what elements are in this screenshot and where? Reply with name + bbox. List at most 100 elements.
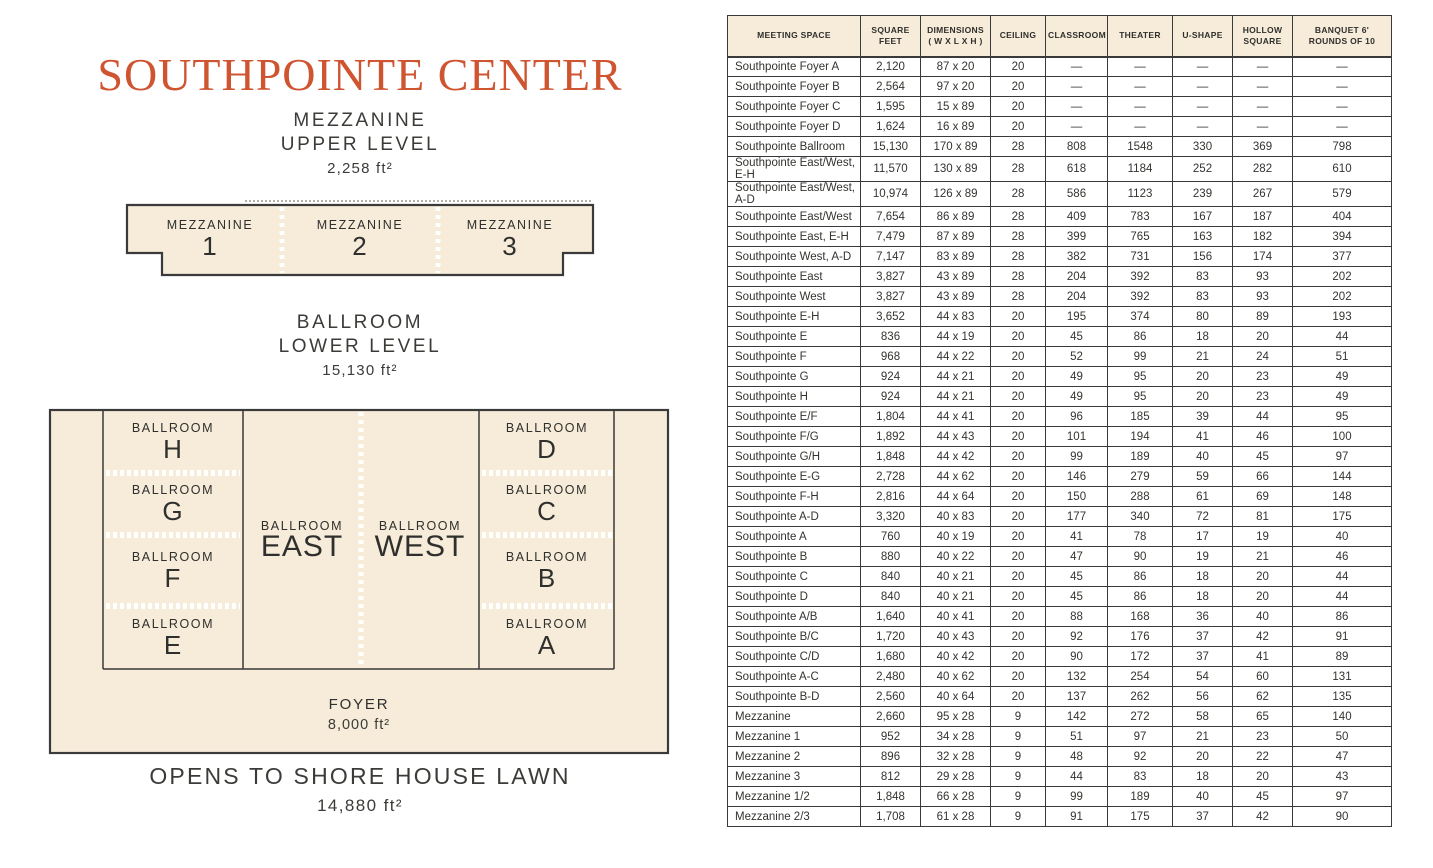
table-cell: 282: [1232, 156, 1293, 182]
table-cell: 252: [1172, 156, 1233, 182]
meeting-space-cell: Southpointe D: [727, 586, 861, 607]
table-cell: 28: [990, 156, 1046, 182]
table-cell: 40: [1172, 786, 1233, 807]
room-ballroom-h: BALLROOM H: [104, 410, 242, 473]
table-cell: —: [1292, 116, 1392, 137]
meeting-space-cell: Southpointe C/D: [727, 646, 861, 667]
table-cell: 39: [1172, 406, 1233, 427]
table-cell: 83 x 89: [920, 246, 991, 267]
table-cell: 3,827: [860, 286, 921, 307]
meeting-space-cell: Mezzanine 3: [727, 766, 861, 787]
table-cell: —: [1232, 56, 1293, 77]
table-cell: 20: [1232, 566, 1293, 587]
table-cell: 394: [1292, 226, 1392, 247]
room-label: MEZZANINE: [466, 218, 554, 232]
table-cell: 369: [1232, 136, 1293, 157]
table-cell: 1,624: [860, 116, 921, 137]
table-cell: 18: [1172, 586, 1233, 607]
table-cell: 40 x 83: [920, 506, 991, 527]
table-cell: 2,816: [860, 486, 921, 507]
table-cell: 72: [1172, 506, 1233, 527]
meeting-space-cell: Southpointe G: [727, 366, 861, 387]
meeting-space-cell: Southpointe F: [727, 346, 861, 367]
table-cell: 20: [990, 366, 1046, 387]
meeting-space-cell: Southpointe E-G: [727, 466, 861, 487]
table-cell: 177: [1045, 506, 1108, 527]
table-row: Southpointe B-D 2,560 40 x 64 20 137 262 56 62 1…: [727, 686, 1392, 707]
table-cell: 91: [1292, 626, 1392, 647]
table-cell: 37: [1172, 646, 1233, 667]
meeting-space-cell: Southpointe Ballroom: [727, 136, 861, 157]
table-cell: 20: [990, 346, 1046, 367]
table-cell: 49: [1292, 386, 1392, 407]
table-cell: 137: [1045, 686, 1108, 707]
table-cell: 924: [860, 386, 921, 407]
column-header: U-SHAPE: [1172, 15, 1233, 58]
table-cell: 1,720: [860, 626, 921, 647]
table-cell: 87 x 89: [920, 226, 991, 247]
table-cell: 40 x 42: [920, 646, 991, 667]
table-row: Southpointe B 880 40 x 22 20 47 90 19 21 46: [727, 546, 1392, 567]
table-row: Southpointe F 968 44 x 22 20 52 99 21 24 51: [727, 346, 1392, 367]
table-header: MEETING SPACE SQUARE FEET DIMENSIONS ( W X…: [727, 15, 1392, 58]
table-cell: 60: [1232, 666, 1293, 687]
capacity-table: MEETING SPACE SQUARE FEET DIMENSIONS ( W X…: [727, 15, 1392, 827]
room-letter: A: [537, 629, 557, 660]
table-cell: 392: [1107, 286, 1173, 307]
table-cell: 19: [1172, 546, 1233, 567]
table-cell: 61 x 28: [920, 806, 991, 827]
room-ballroom-c: BALLROOM C: [480, 473, 614, 535]
table-cell: 90: [1045, 646, 1108, 667]
table-cell: 44 x 42: [920, 446, 991, 467]
meeting-space-cell: Southpointe C: [727, 566, 861, 587]
table-cell: —: [1107, 116, 1173, 137]
column-header: HOLLOW SQUARE: [1232, 15, 1293, 58]
table-cell: 174: [1232, 246, 1293, 267]
table-cell: 83: [1172, 286, 1233, 307]
meeting-space-cell: Southpointe East/West, A-D: [727, 181, 861, 207]
table-cell: 97 x 20: [920, 76, 991, 97]
table-cell: 69: [1232, 486, 1293, 507]
table-cell: 61: [1172, 486, 1233, 507]
room-number: 3: [502, 231, 518, 261]
table-cell: 1123: [1107, 181, 1173, 207]
meeting-space-cell: Southpointe West, A-D: [727, 246, 861, 267]
table-cell: 1,708: [860, 806, 921, 827]
meeting-space-cell: Southpointe B/C: [727, 626, 861, 647]
table-row: Mezzanine 2/3 1,708 61 x 28 9 91 175 37 42 90: [727, 806, 1392, 827]
meeting-space-cell: Mezzanine 2: [727, 746, 861, 767]
table-cell: 148: [1292, 486, 1392, 507]
table-cell: 41: [1172, 426, 1233, 447]
table-cell: 2,660: [860, 706, 921, 727]
table-cell: 20: [990, 526, 1046, 547]
table-cell: 272: [1107, 706, 1173, 727]
meeting-space-cell: Southpointe East/West: [727, 206, 861, 227]
table-cell: 23: [1232, 726, 1293, 747]
table-cell: 2,728: [860, 466, 921, 487]
table-cell: 32 x 28: [920, 746, 991, 767]
table-cell: 44 x 83: [920, 306, 991, 327]
table-row: Southpointe A/B 1,640 40 x 41 20 88 168 36 40 86: [727, 606, 1392, 627]
table-cell: 392: [1107, 266, 1173, 287]
mezzanine-heading-line1: MEZZANINE: [293, 110, 427, 131]
table-row: Southpointe East/West, E-H 11,570 130 x 89…: [727, 156, 1392, 182]
table-cell: 50: [1292, 726, 1392, 747]
table-cell: 20: [990, 626, 1046, 647]
table-cell: 44 x 22: [920, 346, 991, 367]
table-cell: 1,640: [860, 606, 921, 627]
table-row: Southpointe East, E-H 7,479 87 x 89 28 399 76…: [727, 226, 1392, 247]
ballroom-area: 15,130 ft²: [322, 362, 398, 379]
table-cell: 47: [1292, 746, 1392, 767]
meeting-space-cell: Southpointe Foyer B: [727, 76, 861, 97]
table-cell: 262: [1107, 686, 1173, 707]
table-cell: 44 x 64: [920, 486, 991, 507]
table-cell: 142: [1045, 706, 1108, 727]
room-ballroom-f: BALLROOM F: [104, 535, 242, 606]
table-cell: 51: [1292, 346, 1392, 367]
table-cell: 156: [1172, 246, 1233, 267]
room-number: 2: [352, 231, 368, 261]
table-cell: 86 x 89: [920, 206, 991, 227]
table-cell: 81: [1232, 506, 1293, 527]
meeting-space-cell: Southpointe Foyer D: [727, 116, 861, 137]
table-cell: 377: [1292, 246, 1392, 267]
